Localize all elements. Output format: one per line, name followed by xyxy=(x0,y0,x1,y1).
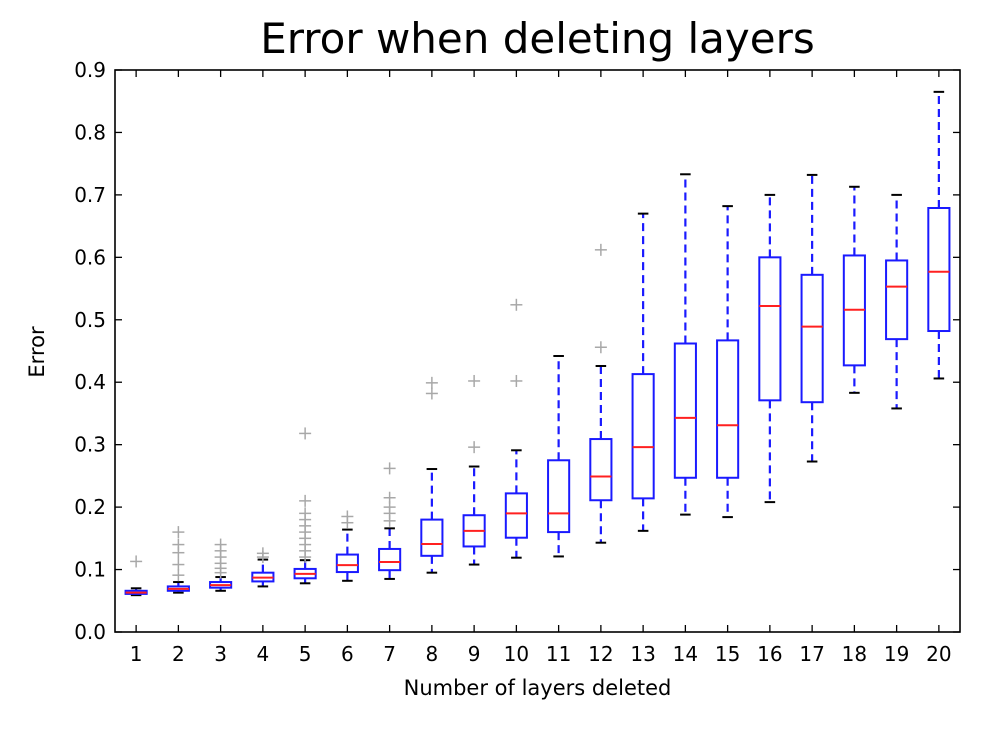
y-tick-label: 0.9 xyxy=(74,58,106,82)
outlier-point xyxy=(172,569,185,582)
box xyxy=(378,547,402,572)
x-tick-label: 10 xyxy=(504,642,529,666)
outlier-point xyxy=(594,243,607,256)
x-tick-label: 6 xyxy=(341,642,354,666)
box xyxy=(673,342,697,479)
box xyxy=(420,518,444,557)
x-tick-label: 16 xyxy=(757,642,782,666)
y-tick-label: 0.3 xyxy=(74,433,106,457)
x-tick-label: 20 xyxy=(926,642,951,666)
outlier-point xyxy=(172,558,185,571)
outlier-point xyxy=(468,441,481,454)
outlier-point xyxy=(256,547,269,560)
x-tick-label: 13 xyxy=(630,642,655,666)
box xyxy=(885,259,909,341)
x-tick-label: 15 xyxy=(715,642,740,666)
y-tick-label: 0.2 xyxy=(74,495,106,519)
x-tick-label: 12 xyxy=(588,642,613,666)
x-tick-label: 11 xyxy=(546,642,571,666)
y-tick-label: 0.0 xyxy=(74,620,106,644)
box xyxy=(547,459,571,534)
y-tick-label: 0.8 xyxy=(74,120,106,144)
box xyxy=(335,553,359,574)
outlier-point xyxy=(425,376,438,389)
outlier-point xyxy=(299,494,312,507)
outlier-point xyxy=(299,507,312,520)
outlier-point xyxy=(214,538,227,551)
y-tick-label: 0.5 xyxy=(74,308,106,332)
outlier-point xyxy=(383,462,396,475)
box xyxy=(631,373,655,500)
outlier-point xyxy=(172,526,185,539)
box xyxy=(589,438,613,502)
y-tick-label: 0.6 xyxy=(74,245,106,269)
outlier-point xyxy=(299,427,312,440)
plot-frame xyxy=(114,69,961,633)
box xyxy=(927,207,951,333)
x-axis-label: Number of layers deleted xyxy=(403,676,672,700)
x-tick-label: 1 xyxy=(130,642,143,666)
chart-title: Error when deleting layers xyxy=(260,14,815,63)
box xyxy=(716,339,740,479)
outlier-point xyxy=(341,510,354,523)
x-tick-label: 4 xyxy=(257,642,270,666)
x-tick-label: 3 xyxy=(214,642,227,666)
box xyxy=(504,492,528,539)
x-tick-label: 8 xyxy=(426,642,439,666)
x-tick-label: 9 xyxy=(468,642,481,666)
box xyxy=(800,273,824,404)
x-tick-label: 19 xyxy=(884,642,909,666)
outlier-point xyxy=(594,341,607,354)
outlier-point xyxy=(510,298,523,311)
x-tick-label: 7 xyxy=(383,642,396,666)
box xyxy=(758,256,782,402)
x-tick-label: 14 xyxy=(673,642,698,666)
y-tick-label: 0.4 xyxy=(74,370,106,394)
outlier-point xyxy=(468,374,481,387)
outlier-point xyxy=(130,555,143,568)
y-tick-label: 0.7 xyxy=(74,183,106,207)
outlier-point xyxy=(425,387,438,400)
x-tick-label: 2 xyxy=(172,642,185,666)
x-tick-label: 5 xyxy=(299,642,312,666)
y-tick-label: 0.1 xyxy=(74,558,106,582)
x-tick-label: 18 xyxy=(842,642,867,666)
outlier-point xyxy=(172,538,185,551)
x-tick-label: 17 xyxy=(799,642,824,666)
outlier-point xyxy=(510,374,523,387)
outlier-point xyxy=(383,491,396,504)
